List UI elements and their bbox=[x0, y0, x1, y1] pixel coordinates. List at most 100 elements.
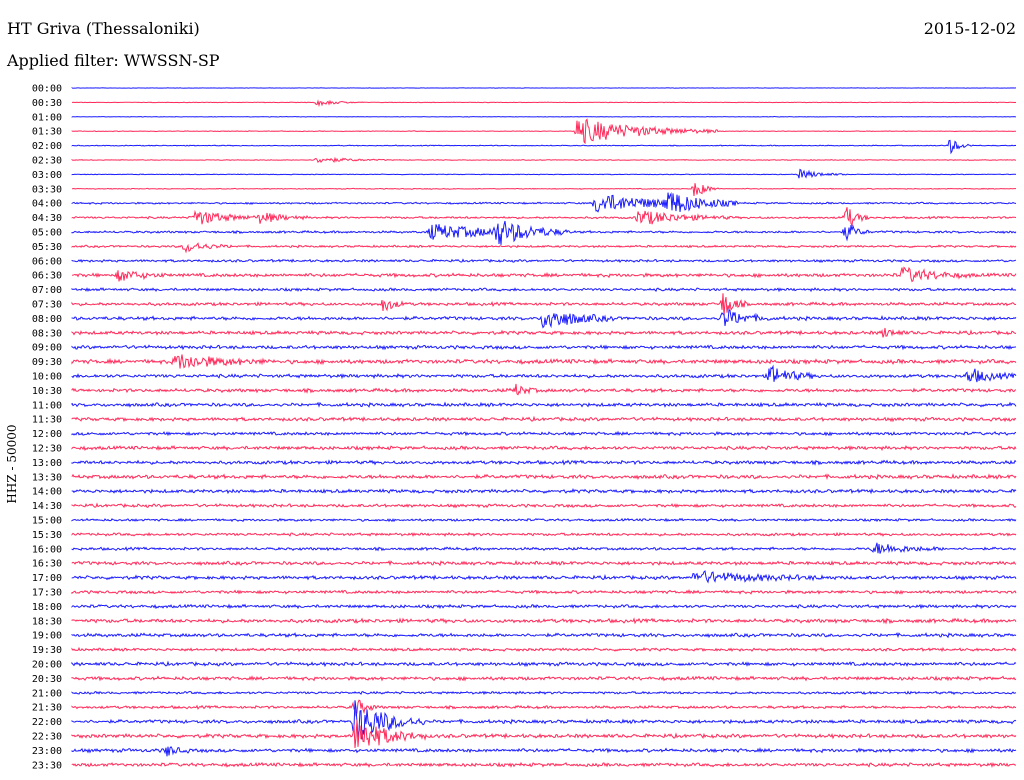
trace-2300 bbox=[71, 745, 1017, 757]
trace-0400 bbox=[71, 192, 1017, 213]
tick-labels: 00:00 00:30 01:00 01:30 02:00 02:30 03:00 03:30… bbox=[32, 84, 62, 772]
traces bbox=[71, 87, 1017, 769]
trace-0630 bbox=[71, 266, 1017, 283]
tick-label-1630: 16:30 bbox=[32, 559, 62, 570]
tick-label-0600: 06:00 bbox=[32, 256, 62, 267]
trace-1430 bbox=[71, 502, 1017, 509]
tick-label-1300: 13:00 bbox=[32, 458, 62, 469]
trace-1830 bbox=[71, 617, 1017, 625]
tick-label-2230: 22:30 bbox=[32, 732, 62, 743]
tick-label-2200: 22:00 bbox=[32, 717, 62, 728]
tick-label-1930: 19:30 bbox=[32, 645, 62, 656]
trace-0300 bbox=[71, 168, 1017, 179]
tick-label-0430: 04:30 bbox=[32, 213, 62, 224]
trace-1300 bbox=[71, 459, 1017, 466]
tick-label-2100: 21:00 bbox=[32, 688, 62, 699]
tick-label-0100: 01:00 bbox=[32, 112, 62, 123]
tick-label-0030: 00:30 bbox=[32, 98, 62, 109]
tick-label-0700: 07:00 bbox=[32, 285, 62, 296]
trace-1730 bbox=[71, 589, 1017, 595]
trace-0230 bbox=[71, 156, 1017, 164]
trace-0930 bbox=[71, 354, 1017, 369]
trace-1200 bbox=[71, 430, 1017, 437]
tick-label-0330: 03:30 bbox=[32, 184, 62, 195]
tick-label-1430: 14:30 bbox=[32, 501, 62, 512]
tick-label-1400: 14:00 bbox=[32, 487, 62, 498]
trace-0730 bbox=[71, 293, 1017, 317]
trace-1230 bbox=[71, 444, 1017, 452]
trace-1600 bbox=[71, 542, 1017, 554]
trace-0200 bbox=[71, 139, 1017, 155]
tick-label-2300: 23:00 bbox=[32, 746, 62, 757]
trace-2100 bbox=[71, 690, 1017, 696]
tick-label-1130: 11:30 bbox=[32, 415, 62, 426]
tick-label-0200: 02:00 bbox=[32, 141, 62, 152]
tick-label-0530: 05:30 bbox=[32, 242, 62, 253]
tick-label-0500: 05:00 bbox=[32, 228, 62, 239]
tick-label-1900: 19:00 bbox=[32, 631, 62, 642]
trace-1030 bbox=[71, 383, 1017, 396]
tick-label-0000: 00:00 bbox=[32, 84, 62, 95]
tick-label-1530: 15:30 bbox=[32, 530, 62, 541]
trace-2000 bbox=[71, 660, 1017, 668]
tick-label-1500: 15:00 bbox=[32, 516, 62, 527]
trace-2330 bbox=[71, 761, 1017, 769]
tick-label-1730: 17:30 bbox=[32, 588, 62, 599]
trace-1400 bbox=[71, 487, 1017, 495]
trace-1000 bbox=[71, 364, 1017, 383]
trace-1100 bbox=[71, 401, 1017, 408]
tick-label-0130: 01:30 bbox=[32, 127, 62, 138]
trace-0700 bbox=[71, 287, 1017, 293]
trace-1630 bbox=[71, 559, 1017, 567]
trace-2230 bbox=[71, 719, 1017, 749]
trace-1700 bbox=[71, 570, 1017, 584]
tick-label-0900: 09:00 bbox=[32, 343, 62, 354]
trace-2200 bbox=[71, 700, 1017, 740]
tick-label-1800: 18:00 bbox=[32, 602, 62, 613]
trace-0100 bbox=[71, 115, 1017, 118]
tick-label-1700: 17:00 bbox=[32, 573, 62, 584]
tick-label-0930: 09:30 bbox=[32, 357, 62, 368]
tick-label-0300: 03:00 bbox=[32, 170, 62, 181]
trace-0430 bbox=[71, 207, 1017, 227]
tick-label-2330: 23:30 bbox=[32, 760, 62, 771]
tick-label-2000: 20:00 bbox=[32, 660, 62, 671]
trace-1330 bbox=[71, 473, 1017, 481]
tick-label-1330: 13:30 bbox=[32, 472, 62, 483]
trace-0530 bbox=[71, 242, 1017, 254]
trace-0130 bbox=[71, 118, 1016, 145]
trace-0330 bbox=[71, 183, 1016, 197]
trace-0900 bbox=[71, 344, 1017, 351]
trace-0030 bbox=[72, 99, 1017, 108]
trace-1530 bbox=[71, 531, 1017, 538]
record-date: 2015-12-02 bbox=[923, 19, 1016, 38]
applied-filter: Applied filter: WWSSN-SP bbox=[7, 51, 220, 70]
tick-label-2130: 21:30 bbox=[32, 703, 62, 714]
trace-0500 bbox=[71, 220, 1017, 245]
tick-label-1030: 10:30 bbox=[32, 386, 62, 397]
station-title: HT Griva (Thessaloniki) bbox=[7, 19, 200, 38]
tick-label-0400: 04:00 bbox=[32, 199, 62, 210]
tick-label-2030: 20:30 bbox=[32, 674, 62, 685]
tick-label-0800: 08:00 bbox=[32, 314, 62, 325]
trace-1500 bbox=[71, 517, 1017, 523]
tick-label-0830: 08:30 bbox=[32, 328, 62, 339]
trace-1900 bbox=[71, 632, 1017, 639]
tick-label-1600: 16:00 bbox=[32, 544, 62, 555]
tick-label-1830: 18:30 bbox=[32, 616, 62, 627]
trace-2030 bbox=[71, 675, 1017, 682]
trace-0800 bbox=[71, 308, 1017, 329]
tick-label-1200: 12:00 bbox=[32, 429, 62, 440]
tick-label-1100: 11:00 bbox=[32, 400, 62, 411]
trace-1130 bbox=[71, 415, 1017, 423]
trace-2130 bbox=[71, 699, 1017, 717]
tick-label-0630: 06:30 bbox=[32, 271, 62, 282]
trace-0830 bbox=[71, 327, 1017, 338]
trace-1800 bbox=[71, 603, 1017, 610]
trace-0600 bbox=[71, 258, 1017, 264]
tick-label-1000: 10:00 bbox=[32, 372, 62, 383]
trace-1930 bbox=[71, 646, 1017, 653]
tick-label-1230: 12:30 bbox=[32, 444, 62, 455]
tick-label-0730: 07:30 bbox=[32, 300, 62, 311]
